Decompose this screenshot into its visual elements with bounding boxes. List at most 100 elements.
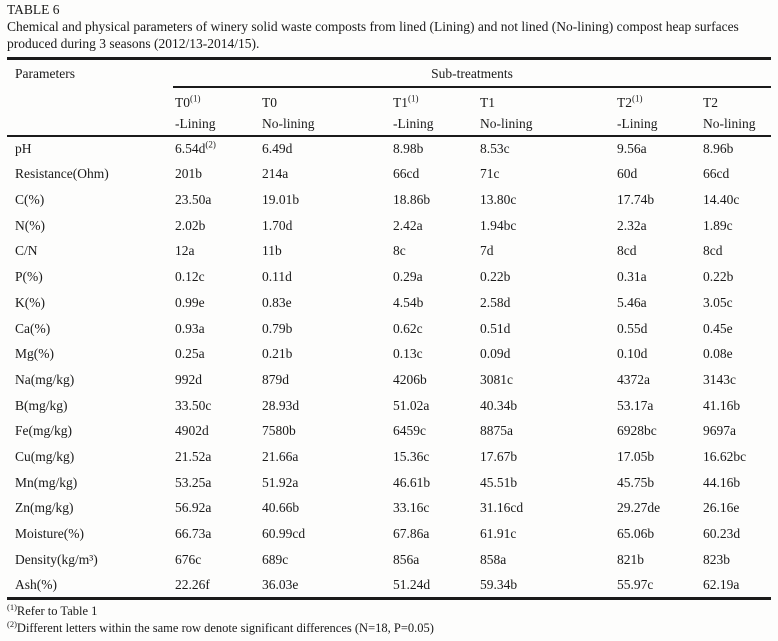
value-cell: 4206b <box>391 367 478 393</box>
cell-value: 0.09d <box>480 346 511 362</box>
table-row: K(%) 0.99e 0.83e 4.54b 2.58d 5.46a 3.05c <box>7 290 771 316</box>
column-subline: -Lining <box>617 115 658 131</box>
table-body: pH 6.54d(2) 6.49d 8.98b 8.53c 9.56a 8.96b Resis… <box>7 136 771 598</box>
cell-value: 21.66a <box>262 448 299 464</box>
column-name: T2 <box>617 94 632 110</box>
cell-value: 28.93d <box>262 397 300 413</box>
cell-value: 6928bc <box>617 423 657 439</box>
value-cell: 15.36c <box>391 444 478 470</box>
value-cell: 44.16b <box>701 470 771 496</box>
value-cell: 33.16c <box>391 495 478 521</box>
table-row: pH 6.54d(2) 6.49d 8.98b 8.53c 9.56a 8.96b <box>7 136 771 162</box>
cell-value: 8.53c <box>480 141 510 157</box>
value-cell: 46.61b <box>391 470 478 496</box>
cell-value: 13.80c <box>480 192 517 208</box>
cell-value: 40.66b <box>262 500 300 516</box>
table-caption: Chemical and physical parameters of wine… <box>7 18 739 51</box>
value-cell: 858a <box>478 547 615 573</box>
cell-value: 62.19a <box>703 576 740 592</box>
cell-value: 689c <box>262 551 289 567</box>
value-cell: 28.93d <box>260 393 391 419</box>
table-row: B(mg/kg) 33.50c 28.93d 51.02a 40.34b 53.17a 41… <box>7 393 771 419</box>
value-cell: 8.98b <box>391 136 478 162</box>
value-cell: 22.26f <box>173 573 260 599</box>
value-cell: 0.22b <box>701 264 771 290</box>
value-cell: 41.16b <box>701 393 771 419</box>
value-cell: 60.23d <box>701 521 771 547</box>
cell-value: 4206b <box>393 371 427 387</box>
row-parameter: C/N <box>15 243 38 259</box>
cell-value: 0.51d <box>480 320 511 336</box>
value-cell: 51.02a <box>391 393 478 419</box>
cell-value: 2.02b <box>175 217 206 233</box>
cell-value: 22.26f <box>175 576 210 592</box>
cell-value: 40.34b <box>480 397 518 413</box>
column-header-t2-lining: T2(1) -Lining <box>615 86 701 137</box>
value-cell: 7d <box>478 239 615 265</box>
value-cell: 823b <box>701 547 771 573</box>
value-cell: 0.21b <box>260 341 391 367</box>
value-cell: 51.24d <box>391 573 478 599</box>
row-parameter: Ca(%) <box>15 320 51 336</box>
cell-value: 7d <box>480 243 494 259</box>
value-cell: 8cd <box>615 239 701 265</box>
cell-value: 0.31a <box>617 269 647 285</box>
column-subline: No-lining <box>480 115 533 131</box>
value-cell: 55.97c <box>615 573 701 599</box>
table-row: Moisture(%) 66.73a 60.99cd 67.86a 61.91c 65.0… <box>7 521 771 547</box>
table-number-label: TABLE 6 <box>7 2 60 17</box>
value-cell: 0.62c <box>391 316 478 342</box>
header-columns-row: T0(1) -Lining T0 No-lining T1(1) -Lining T1… <box>7 86 772 137</box>
cell-value: 71c <box>480 166 500 182</box>
value-cell: 19.01b <box>260 187 391 213</box>
cell-value: 61.91c <box>480 526 517 541</box>
value-cell: 676c <box>173 547 260 573</box>
cell-value: 9697a <box>703 423 736 439</box>
footnote-marker: (1) <box>190 93 201 104</box>
value-cell: 7580b <box>260 418 391 444</box>
cell-value: 45.51b <box>480 474 518 490</box>
cell-value: 53.25a <box>175 474 212 490</box>
value-cell: 60d <box>615 162 701 188</box>
value-cell: 0.99e <box>173 290 260 316</box>
column-name: T1 <box>393 94 408 110</box>
column-subline: No-lining <box>703 115 756 131</box>
value-cell: 66.73a <box>173 521 260 547</box>
footnote-1-text: Refer to Table 1 <box>16 603 98 618</box>
cell-value: 12a <box>175 243 195 259</box>
value-cell: 18.86b <box>391 187 478 213</box>
cell-value: 1.89c <box>703 217 733 233</box>
value-cell: 4.54b <box>391 290 478 316</box>
value-cell: 12a <box>173 239 260 265</box>
cell-value: 992d <box>175 371 202 387</box>
value-cell: 0.45e <box>701 316 771 342</box>
value-cell: 992d <box>173 367 260 393</box>
cell-value: 66cd <box>703 166 730 182</box>
value-cell: 21.52a <box>173 444 260 470</box>
cell-value: 23.50a <box>175 192 212 208</box>
column-header-t1-nolining: T1 No-lining <box>478 86 615 137</box>
row-parameter: N(%) <box>15 217 45 233</box>
cell-value: 56.92a <box>175 500 212 516</box>
table-row: Zn(mg/kg) 56.92a 40.66b 33.16c 31.16cd 29.27d… <box>7 495 771 521</box>
value-cell: 3143c <box>701 367 771 393</box>
value-cell: 879d <box>260 367 391 393</box>
value-cell: 856a <box>391 547 478 573</box>
value-cell: 67.86a <box>391 521 478 547</box>
cell-value: 4372a <box>617 371 650 387</box>
cell-value: 8.96b <box>703 141 734 157</box>
value-cell: 8.96b <box>701 136 771 162</box>
value-cell: 8c <box>391 239 478 265</box>
cell-value: 14.40c <box>703 192 740 208</box>
cell-value: 6.49d <box>262 141 293 157</box>
cell-value: 879d <box>262 371 289 387</box>
cell-value: 16.62bc <box>703 448 747 464</box>
value-cell: 0.12c <box>173 264 260 290</box>
cell-value: 59.34b <box>480 576 518 592</box>
value-cell: 14.40c <box>701 187 771 213</box>
value-cell: 6.54d(2) <box>173 136 260 162</box>
value-cell: 61.91c <box>478 521 615 547</box>
row-parameter: Mn(mg/kg) <box>15 474 78 490</box>
cell-value: 0.45e <box>703 320 733 336</box>
row-parameter: Ash(%) <box>15 576 57 592</box>
